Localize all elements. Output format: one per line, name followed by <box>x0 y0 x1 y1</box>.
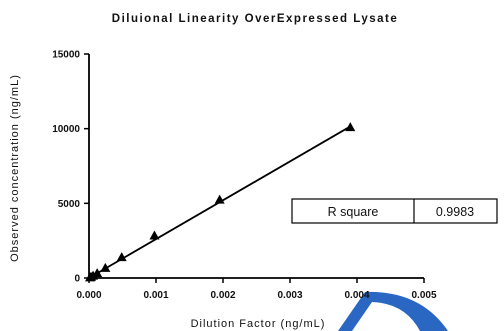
y-tick-label: 5000 <box>58 199 81 210</box>
x-tick-label: 0.004 <box>344 290 369 301</box>
watermark-logo <box>338 291 448 331</box>
data-point <box>88 270 99 280</box>
data-point <box>100 262 111 272</box>
x-tick-label: 0.002 <box>210 290 235 301</box>
y-tick-label: 15000 <box>52 50 80 61</box>
data-point <box>92 268 103 278</box>
data-point <box>149 230 160 240</box>
x-tick-label: 0.001 <box>143 290 168 301</box>
x-tick-label: 0.005 <box>411 290 436 301</box>
r-square-box: R square 0.9983 <box>291 198 498 224</box>
x-tick-label: 0.003 <box>277 290 302 301</box>
data-point <box>345 122 356 132</box>
data-points <box>85 122 356 282</box>
r-square-value: 0.9983 <box>436 205 474 219</box>
r-square-label: R square <box>328 205 379 219</box>
x-ticks: 0.000 0.001 0.002 0.003 0.004 0.005 <box>76 278 437 301</box>
x-tick-label: 0.000 <box>76 290 101 301</box>
x-axis-label: Dilution Factor (ng/mL) <box>191 318 326 330</box>
data-point <box>214 194 225 204</box>
y-tick-label: 10000 <box>52 124 80 135</box>
chart-title: Diluional Linearity OverExpressed Lysate <box>112 13 398 25</box>
y-tick-label: 0 <box>74 274 80 285</box>
y-ticks: 0 5000 10000 15000 <box>52 50 89 285</box>
data-point <box>116 252 127 262</box>
y-axis-label: Observed concentration (ng/mL) <box>9 74 21 262</box>
